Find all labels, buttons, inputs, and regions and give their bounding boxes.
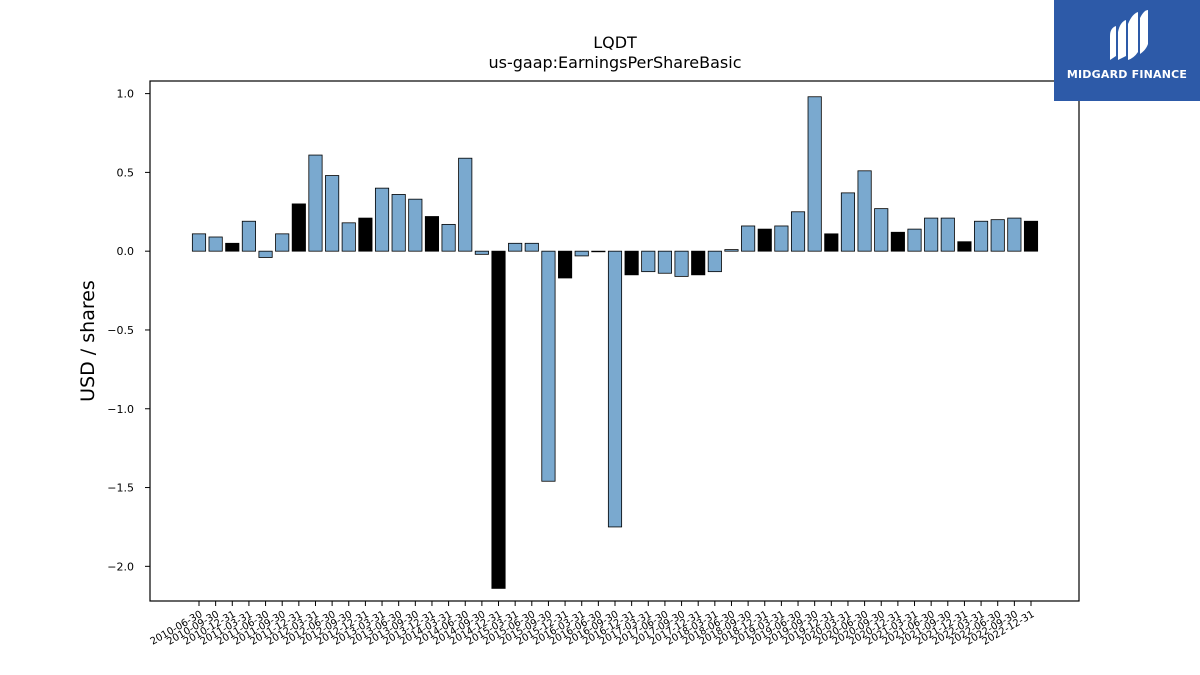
bar-2020-03-31 bbox=[840, 192, 856, 252]
bar-2013-12-31 bbox=[424, 216, 440, 252]
bars-group bbox=[191, 96, 1039, 589]
bar-2019-06-30 bbox=[790, 211, 806, 252]
bar-2015-03-31 bbox=[508, 242, 523, 252]
y-tick-label: 0.5 bbox=[117, 166, 135, 179]
bar-2011-06-30 bbox=[258, 250, 273, 258]
y-tick-label: 1.0 bbox=[117, 88, 135, 101]
bar-2016-06-30 bbox=[591, 250, 606, 253]
bar-2012-12-31 bbox=[358, 217, 373, 252]
bar-2018-03-31 bbox=[707, 250, 722, 273]
bar-2013-09-30 bbox=[408, 198, 423, 252]
bar-2012-09-30 bbox=[341, 222, 356, 252]
bar-2021-09-30 bbox=[940, 217, 955, 252]
bar-2018-06-30 bbox=[724, 249, 739, 252]
bar-2020-06-30 bbox=[857, 170, 872, 252]
bar-2011-12-31 bbox=[291, 203, 306, 252]
chart-title: LQDT bbox=[593, 33, 637, 52]
bar-2015-09-30 bbox=[541, 250, 556, 482]
bar-2017-12-31 bbox=[691, 250, 706, 276]
bar-2021-03-31 bbox=[907, 228, 922, 252]
bar-2010-09-30 bbox=[208, 236, 223, 252]
bar-2017-09-30 bbox=[674, 250, 689, 277]
midgard-logo-icon bbox=[1110, 10, 1148, 60]
bar-2016-03-31 bbox=[574, 250, 589, 257]
plot-frame bbox=[149, 80, 1080, 602]
bar-2015-06-30 bbox=[524, 242, 539, 252]
bar-2022-12-31 bbox=[1023, 220, 1039, 252]
logo: MIDGARD FINANCE bbox=[1054, 0, 1200, 101]
chart-subtitle: us-gaap:EarningsPerShareBasic bbox=[488, 53, 741, 72]
bar-2012-03-31 bbox=[308, 154, 323, 252]
bar-2021-06-30 bbox=[924, 217, 939, 252]
bar-2020-12-31 bbox=[890, 231, 905, 252]
y-tick-label: −1.5 bbox=[107, 482, 134, 495]
y-tick-label: 0.0 bbox=[117, 245, 135, 258]
bar-2011-03-31 bbox=[241, 220, 256, 252]
bar-2020-09-30 bbox=[874, 208, 889, 252]
y-tick-label: −2.0 bbox=[107, 560, 134, 573]
bar-2016-09-30 bbox=[607, 250, 623, 528]
y-tick-label: −0.5 bbox=[107, 324, 134, 337]
bar-2010-06-30 bbox=[191, 233, 207, 252]
logo-text: MIDGARD FINANCE bbox=[1066, 68, 1188, 81]
bar-2019-09-30 bbox=[807, 96, 822, 252]
x-ticks-group: 2010-06-302010-09-302010-12-312011-03-31… bbox=[149, 601, 1037, 648]
bar-2015-12-31 bbox=[558, 250, 573, 279]
bar-2011-09-30 bbox=[275, 233, 290, 252]
y-axis-label: USD / shares bbox=[77, 280, 99, 402]
bar-2014-09-30 bbox=[474, 250, 489, 255]
bar-2013-03-31 bbox=[374, 187, 390, 252]
bar-2018-12-31 bbox=[757, 228, 772, 252]
bar-2017-03-31 bbox=[641, 250, 656, 273]
bar-2022-03-31 bbox=[974, 220, 989, 252]
bar-2022-09-30 bbox=[1007, 217, 1022, 252]
y-ticks-group: 1.0 0.5 0.0 −0.5 −1.0 −1.5 −2.0 bbox=[107, 88, 150, 573]
bar-2019-12-31 bbox=[824, 233, 839, 252]
bar-2016-12-31 bbox=[624, 250, 639, 276]
bar-2013-06-30 bbox=[391, 194, 406, 252]
bar-2018-09-30 bbox=[741, 225, 756, 252]
bar-2014-12-31 bbox=[491, 250, 506, 589]
bar-2017-06-30 bbox=[657, 250, 672, 274]
bar-2014-06-30 bbox=[458, 157, 473, 252]
bar-2019-03-31 bbox=[774, 225, 789, 252]
bar-2021-12-31 bbox=[957, 241, 972, 252]
y-tick-label: −1.0 bbox=[107, 403, 134, 416]
bar-2010-12-31 bbox=[225, 242, 240, 252]
bar-2022-06-30 bbox=[990, 219, 1005, 252]
bar-2012-06-30 bbox=[325, 175, 340, 252]
bar-2014-03-31 bbox=[441, 223, 456, 252]
